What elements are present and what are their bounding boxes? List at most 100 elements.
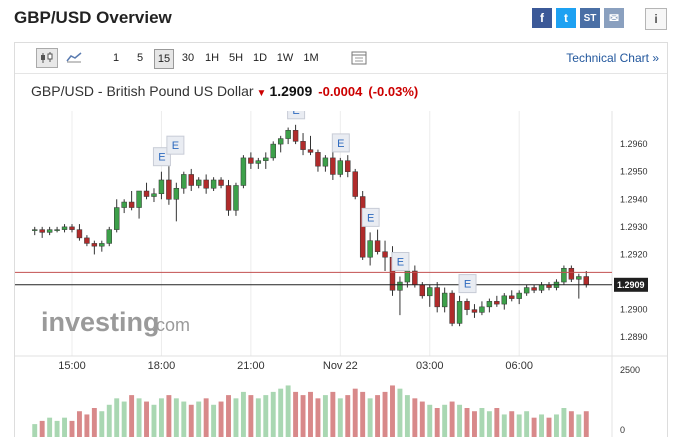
- volume-bar: [524, 411, 530, 437]
- interval-1h[interactable]: 1H: [204, 52, 220, 64]
- candle-body: [225, 185, 232, 211]
- volume-bar: [255, 398, 261, 437]
- down-arrow-icon: ▼: [256, 88, 267, 99]
- candle-body: [69, 226, 75, 230]
- x-tick-label: 21:00: [237, 360, 265, 372]
- candle-body: [106, 229, 112, 244]
- stocktwits-icon[interactable]: ST: [580, 8, 600, 28]
- volume-bar: [546, 417, 552, 437]
- candle-body: [523, 287, 530, 294]
- interval-5h[interactable]: 5H: [228, 52, 244, 64]
- volume-bar: [315, 398, 321, 437]
- candle-body: [61, 226, 68, 230]
- volume-bar: [181, 401, 187, 437]
- candle-body: [166, 179, 172, 200]
- twitter-icon[interactable]: t: [556, 8, 576, 28]
- candle-body: [568, 267, 575, 280]
- candle-body: [233, 185, 239, 211]
- volume-bar: [188, 404, 194, 437]
- volume-bar: [457, 404, 463, 437]
- instrument-name: GBP/USD - British Pound US Dollar: [31, 83, 254, 99]
- candle-body: [277, 138, 284, 145]
- candle-body: [158, 179, 165, 195]
- volume-bar: [464, 408, 470, 437]
- volume-bar: [404, 395, 410, 437]
- watermark-logo: investing: [41, 307, 160, 337]
- volume-bar: [419, 401, 425, 437]
- candle-body: [39, 229, 45, 233]
- volume-bar: [449, 401, 455, 437]
- technical-chart-link[interactable]: Technical Chart »: [566, 51, 659, 65]
- candle-body: [307, 149, 314, 153]
- candle-body: [583, 276, 589, 286]
- price-chart[interactable]: investing .com EEEEEEE 1.29601.29501.294…: [15, 111, 667, 437]
- candle-body: [382, 251, 388, 258]
- candle-body: [99, 243, 105, 247]
- watermark-suffix: .com: [151, 315, 190, 335]
- candle-body: [188, 174, 194, 186]
- y-tick-label: 1.2950: [620, 167, 648, 177]
- x-tick-label: 03:00: [416, 360, 444, 372]
- candle-body: [263, 157, 269, 161]
- interval-5m[interactable]: 5: [136, 52, 144, 64]
- volume-bar: [151, 404, 157, 437]
- chart-panel: 1 5 15 30 1H 5H 1D 1W 1M Technical Chart…: [14, 42, 668, 437]
- candle-body: [203, 179, 209, 189]
- interval-1w[interactable]: 1W: [276, 52, 294, 64]
- table-icon[interactable]: [349, 49, 369, 67]
- event-marker: [391, 252, 410, 272]
- volume-bar: [106, 404, 112, 437]
- volume-bar: [158, 398, 164, 437]
- volume-tick-label: 2500: [620, 365, 640, 375]
- info-icon[interactable]: i: [645, 8, 667, 30]
- volume-bar: [263, 395, 269, 437]
- volume-bar: [47, 417, 53, 437]
- area-chart-icon[interactable]: [64, 48, 84, 66]
- candlestick-icon[interactable]: [36, 48, 58, 68]
- candle-body: [345, 160, 351, 172]
- interval-1m[interactable]: 1: [112, 52, 120, 64]
- candle-body: [576, 276, 582, 280]
- candle-body: [412, 270, 418, 286]
- candle-body: [516, 292, 522, 299]
- volume-bar: [390, 385, 395, 437]
- y-tick-label: 1.2900: [620, 305, 648, 315]
- interval-1mo[interactable]: 1M: [303, 52, 319, 64]
- candle-body: [471, 309, 478, 313]
- volume-bar: [240, 391, 246, 437]
- candle-body: [181, 174, 187, 189]
- volume-bar: [211, 404, 217, 437]
- volume-bar: [531, 417, 537, 437]
- interval-1d[interactable]: 1D: [252, 52, 268, 64]
- quote-line: GBP/USD - British Pound US Dollar ▼ 1.2909…: [31, 83, 418, 99]
- candle-body: [151, 193, 157, 197]
- interval-30m[interactable]: 30: [181, 52, 195, 64]
- candle-body: [337, 160, 344, 175]
- volume-bar: [285, 385, 291, 437]
- candle-body: [494, 301, 500, 305]
- candle-body: [486, 301, 493, 308]
- candle-body: [91, 243, 98, 247]
- volume-bar: [434, 408, 440, 437]
- email-icon[interactable]: ✉: [604, 8, 624, 28]
- facebook-icon[interactable]: f: [532, 8, 552, 28]
- volume-bar: [360, 391, 366, 437]
- volume-bar: [337, 398, 343, 437]
- candle-body: [434, 287, 440, 308]
- volume-tick-label: 0: [620, 425, 625, 435]
- volume-bar: [84, 414, 90, 437]
- candle-body: [210, 179, 217, 189]
- candle-body: [561, 267, 567, 283]
- y-tick-label: 1.2940: [620, 194, 648, 204]
- volume-bar: [583, 411, 589, 437]
- volume-bar: [218, 401, 224, 437]
- interval-15m[interactable]: 15: [154, 49, 174, 69]
- volume-bar: [166, 395, 172, 437]
- volume-bar: [39, 420, 45, 437]
- candle-body: [285, 130, 291, 139]
- candle-body: [449, 292, 455, 324]
- price-change: -0.0004: [318, 84, 363, 99]
- candle-body: [143, 190, 150, 197]
- candle-body: [367, 240, 373, 258]
- volume-bar: [568, 411, 574, 437]
